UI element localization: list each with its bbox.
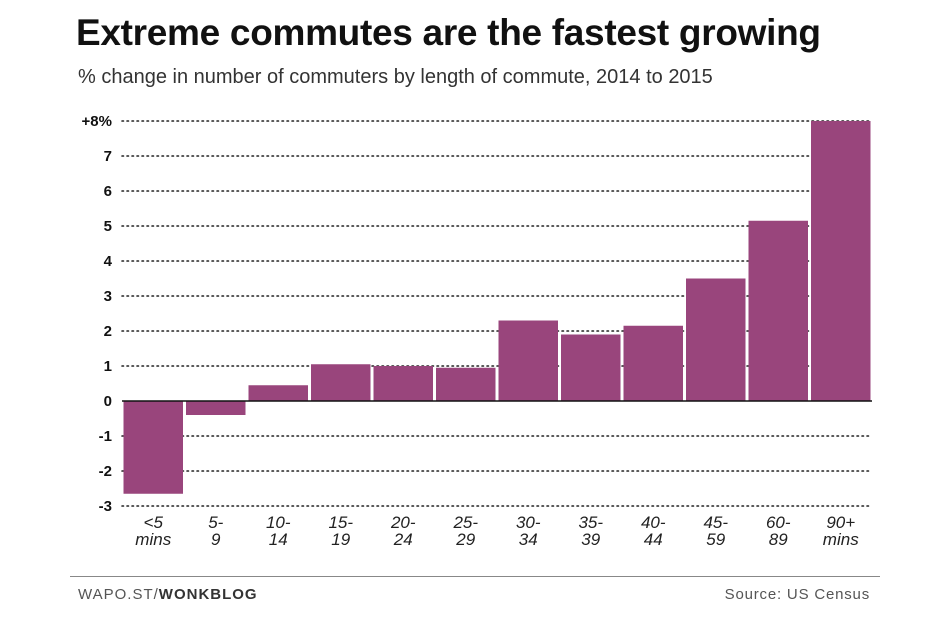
chart-subtitle: % change in number of commuters by lengt… bbox=[78, 66, 713, 88]
x-tick-label: 40-44 bbox=[641, 513, 666, 549]
x-tick-label: 5-9 bbox=[208, 513, 223, 549]
bar bbox=[186, 401, 246, 415]
bar-chart: +8% 7 6 5 4 3 2 1 0 -1 -2 -3 <5 mins 5-9 10-14 15-19 20-2… bbox=[82, 113, 873, 549]
y-tick-label: 7 bbox=[104, 148, 112, 165]
y-tick-label: 6 bbox=[104, 183, 112, 200]
y-tick-label: -3 bbox=[99, 498, 112, 515]
bar bbox=[248, 385, 308, 401]
bar bbox=[686, 278, 746, 401]
x-tick-label: 35-39 bbox=[578, 513, 603, 549]
x-tick-label: 60-89 bbox=[766, 513, 791, 549]
y-tick-label: 3 bbox=[104, 288, 112, 305]
x-tick-label: 25-29 bbox=[452, 513, 478, 549]
bar bbox=[811, 121, 871, 401]
bar bbox=[436, 367, 496, 401]
y-tick-label: 0 bbox=[104, 393, 112, 410]
x-tick-label: 10-14 bbox=[266, 513, 291, 549]
x-tick-label: 45-59 bbox=[703, 513, 728, 549]
x-tick-label: 90+ mins bbox=[823, 513, 859, 549]
x-tick-label: 15-19 bbox=[328, 513, 353, 549]
bar bbox=[623, 325, 683, 401]
y-tick-label: 5 bbox=[104, 218, 112, 235]
y-tick-label: -1 bbox=[99, 428, 112, 445]
source-prefix: WAPO.ST/ bbox=[78, 586, 159, 603]
bar bbox=[748, 220, 808, 401]
footer-divider bbox=[70, 576, 880, 577]
bar bbox=[123, 401, 183, 494]
bar bbox=[561, 334, 621, 401]
x-tick-label: 20-24 bbox=[390, 513, 416, 549]
bar bbox=[311, 364, 371, 401]
bar bbox=[498, 320, 558, 401]
source-brand: WONKBLOG bbox=[158, 586, 258, 603]
x-tick-label: 30-34 bbox=[516, 513, 541, 549]
x-tick-label: <5 mins bbox=[135, 513, 171, 549]
y-tick-label: -2 bbox=[99, 463, 112, 480]
data-credit: Source: US Census bbox=[724, 586, 870, 603]
chart-title: Extreme commutes are the fastest growing bbox=[76, 12, 821, 53]
source-link[interactable]: WAPO.ST/WONKBLOG bbox=[78, 586, 258, 603]
y-tick-label: +8% bbox=[82, 113, 112, 130]
y-tick-label: 1 bbox=[104, 358, 112, 375]
bar bbox=[373, 366, 433, 401]
y-tick-label: 2 bbox=[104, 323, 112, 340]
y-tick-label: 4 bbox=[104, 253, 113, 270]
